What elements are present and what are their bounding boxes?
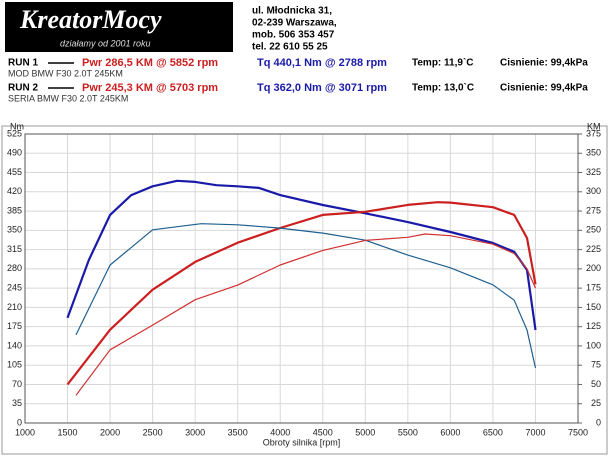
x-tick-label: 4500 xyxy=(313,427,333,437)
x-axis-title: Obroty silnika [rpm] xyxy=(263,437,341,447)
address: ul. Młodnicka 31, xyxy=(252,6,332,17)
plot-area xyxy=(24,133,579,424)
y-tick-label: 455 xyxy=(7,167,22,177)
y2-axis-title: KM xyxy=(587,121,601,131)
y2-tick-label: 75 xyxy=(591,360,601,370)
run-label: RUN 2 xyxy=(8,83,38,94)
run-pressure: Cisnienie: 99,4kPa xyxy=(500,58,588,69)
curve xyxy=(75,233,537,396)
curve xyxy=(66,179,537,331)
x-tick-label: 1500 xyxy=(58,427,78,437)
logo: KreatorMocy xyxy=(19,5,162,34)
run-power: Pwr 286,5 KM @ 5852 rpm xyxy=(82,57,218,69)
y2-tick-label: 225 xyxy=(586,244,601,254)
x-tick-label: 2000 xyxy=(100,427,120,437)
run-pressure: Cisnienie: 99,4kPa xyxy=(500,83,588,94)
x-tick-label: 3000 xyxy=(185,427,205,437)
x-tick-label: 1000 xyxy=(15,427,35,437)
y-tick-label: 490 xyxy=(7,148,22,158)
y2-tick-label: 300 xyxy=(586,186,601,196)
y2-tick-label: 100 xyxy=(586,340,601,350)
tagline: działamy od 2001 roku xyxy=(60,38,151,48)
y2-tick-label: 25 xyxy=(591,398,601,408)
y-tick-label: 245 xyxy=(7,283,22,293)
y-tick-label: 315 xyxy=(7,244,22,254)
x-tick-label: 6000 xyxy=(440,427,460,437)
y-tick-label: 420 xyxy=(7,186,22,196)
run-temp: Temp: 13,0`C xyxy=(412,83,474,94)
y2-tick-label: 0 xyxy=(596,417,601,427)
x-tick-label: 6500 xyxy=(483,427,503,437)
y2-tick-label: 275 xyxy=(586,205,601,215)
y2-tick-label: 325 xyxy=(586,167,601,177)
y2-tick-label: 250 xyxy=(586,225,601,235)
x-tick-label: 5000 xyxy=(355,427,375,437)
x-tick-label: 7000 xyxy=(525,427,545,437)
y-tick-label: 525 xyxy=(7,128,22,138)
run-temp: Temp: 11,9`C xyxy=(412,58,474,69)
y2-tick-label: 50 xyxy=(591,379,601,389)
y-tick-label: 70 xyxy=(12,379,22,389)
y-tick-label: 350 xyxy=(7,225,22,235)
y2-tick-label: 175 xyxy=(586,283,601,293)
run-car: SERIA BMW F30 2.0T 245KM xyxy=(8,93,128,103)
x-tick-label: 3500 xyxy=(228,427,248,437)
y-tick-label: 140 xyxy=(7,340,22,350)
chart-frame xyxy=(1,125,608,455)
y-tick-label: 280 xyxy=(7,263,22,273)
run-label: RUN 1 xyxy=(8,58,38,69)
y-tick-label: 35 xyxy=(12,398,22,408)
address: mob. 506 353 457 xyxy=(252,30,335,41)
x-tick-label: 7500 xyxy=(568,427,588,437)
x-tick-label: 2500 xyxy=(143,427,163,437)
curve xyxy=(75,223,537,369)
y2-tick-label: 375 xyxy=(586,128,601,138)
run-torque: Tq 362,0 Nm @ 3071 rpm xyxy=(257,82,387,94)
logo-box xyxy=(5,2,233,52)
x-tick-label: 5500 xyxy=(398,427,418,437)
y2-tick-label: 150 xyxy=(586,302,601,312)
address: tel. 22 610 55 25 xyxy=(252,42,328,53)
y-axis-title: Nm xyxy=(10,121,24,131)
run-car: MOD BMW F30 2.0T 245KM xyxy=(8,68,123,78)
curve xyxy=(66,201,537,386)
x-tick-label: 4000 xyxy=(270,427,290,437)
y2-tick-label: 200 xyxy=(586,263,601,273)
address: 02-239 Warszawa, xyxy=(252,18,337,29)
y2-tick-label: 350 xyxy=(586,148,601,158)
y-tick-label: 175 xyxy=(7,321,22,331)
y-tick-label: 0 xyxy=(17,417,22,427)
run-torque: Tq 440,1 Nm @ 2788 rpm xyxy=(257,57,387,69)
y-tick-label: 385 xyxy=(7,205,22,215)
run-power: Pwr 245,3 KM @ 5703 rpm xyxy=(82,82,218,94)
y-tick-label: 105 xyxy=(7,360,22,370)
y2-tick-label: 125 xyxy=(586,321,601,331)
y-tick-label: 210 xyxy=(7,302,22,312)
